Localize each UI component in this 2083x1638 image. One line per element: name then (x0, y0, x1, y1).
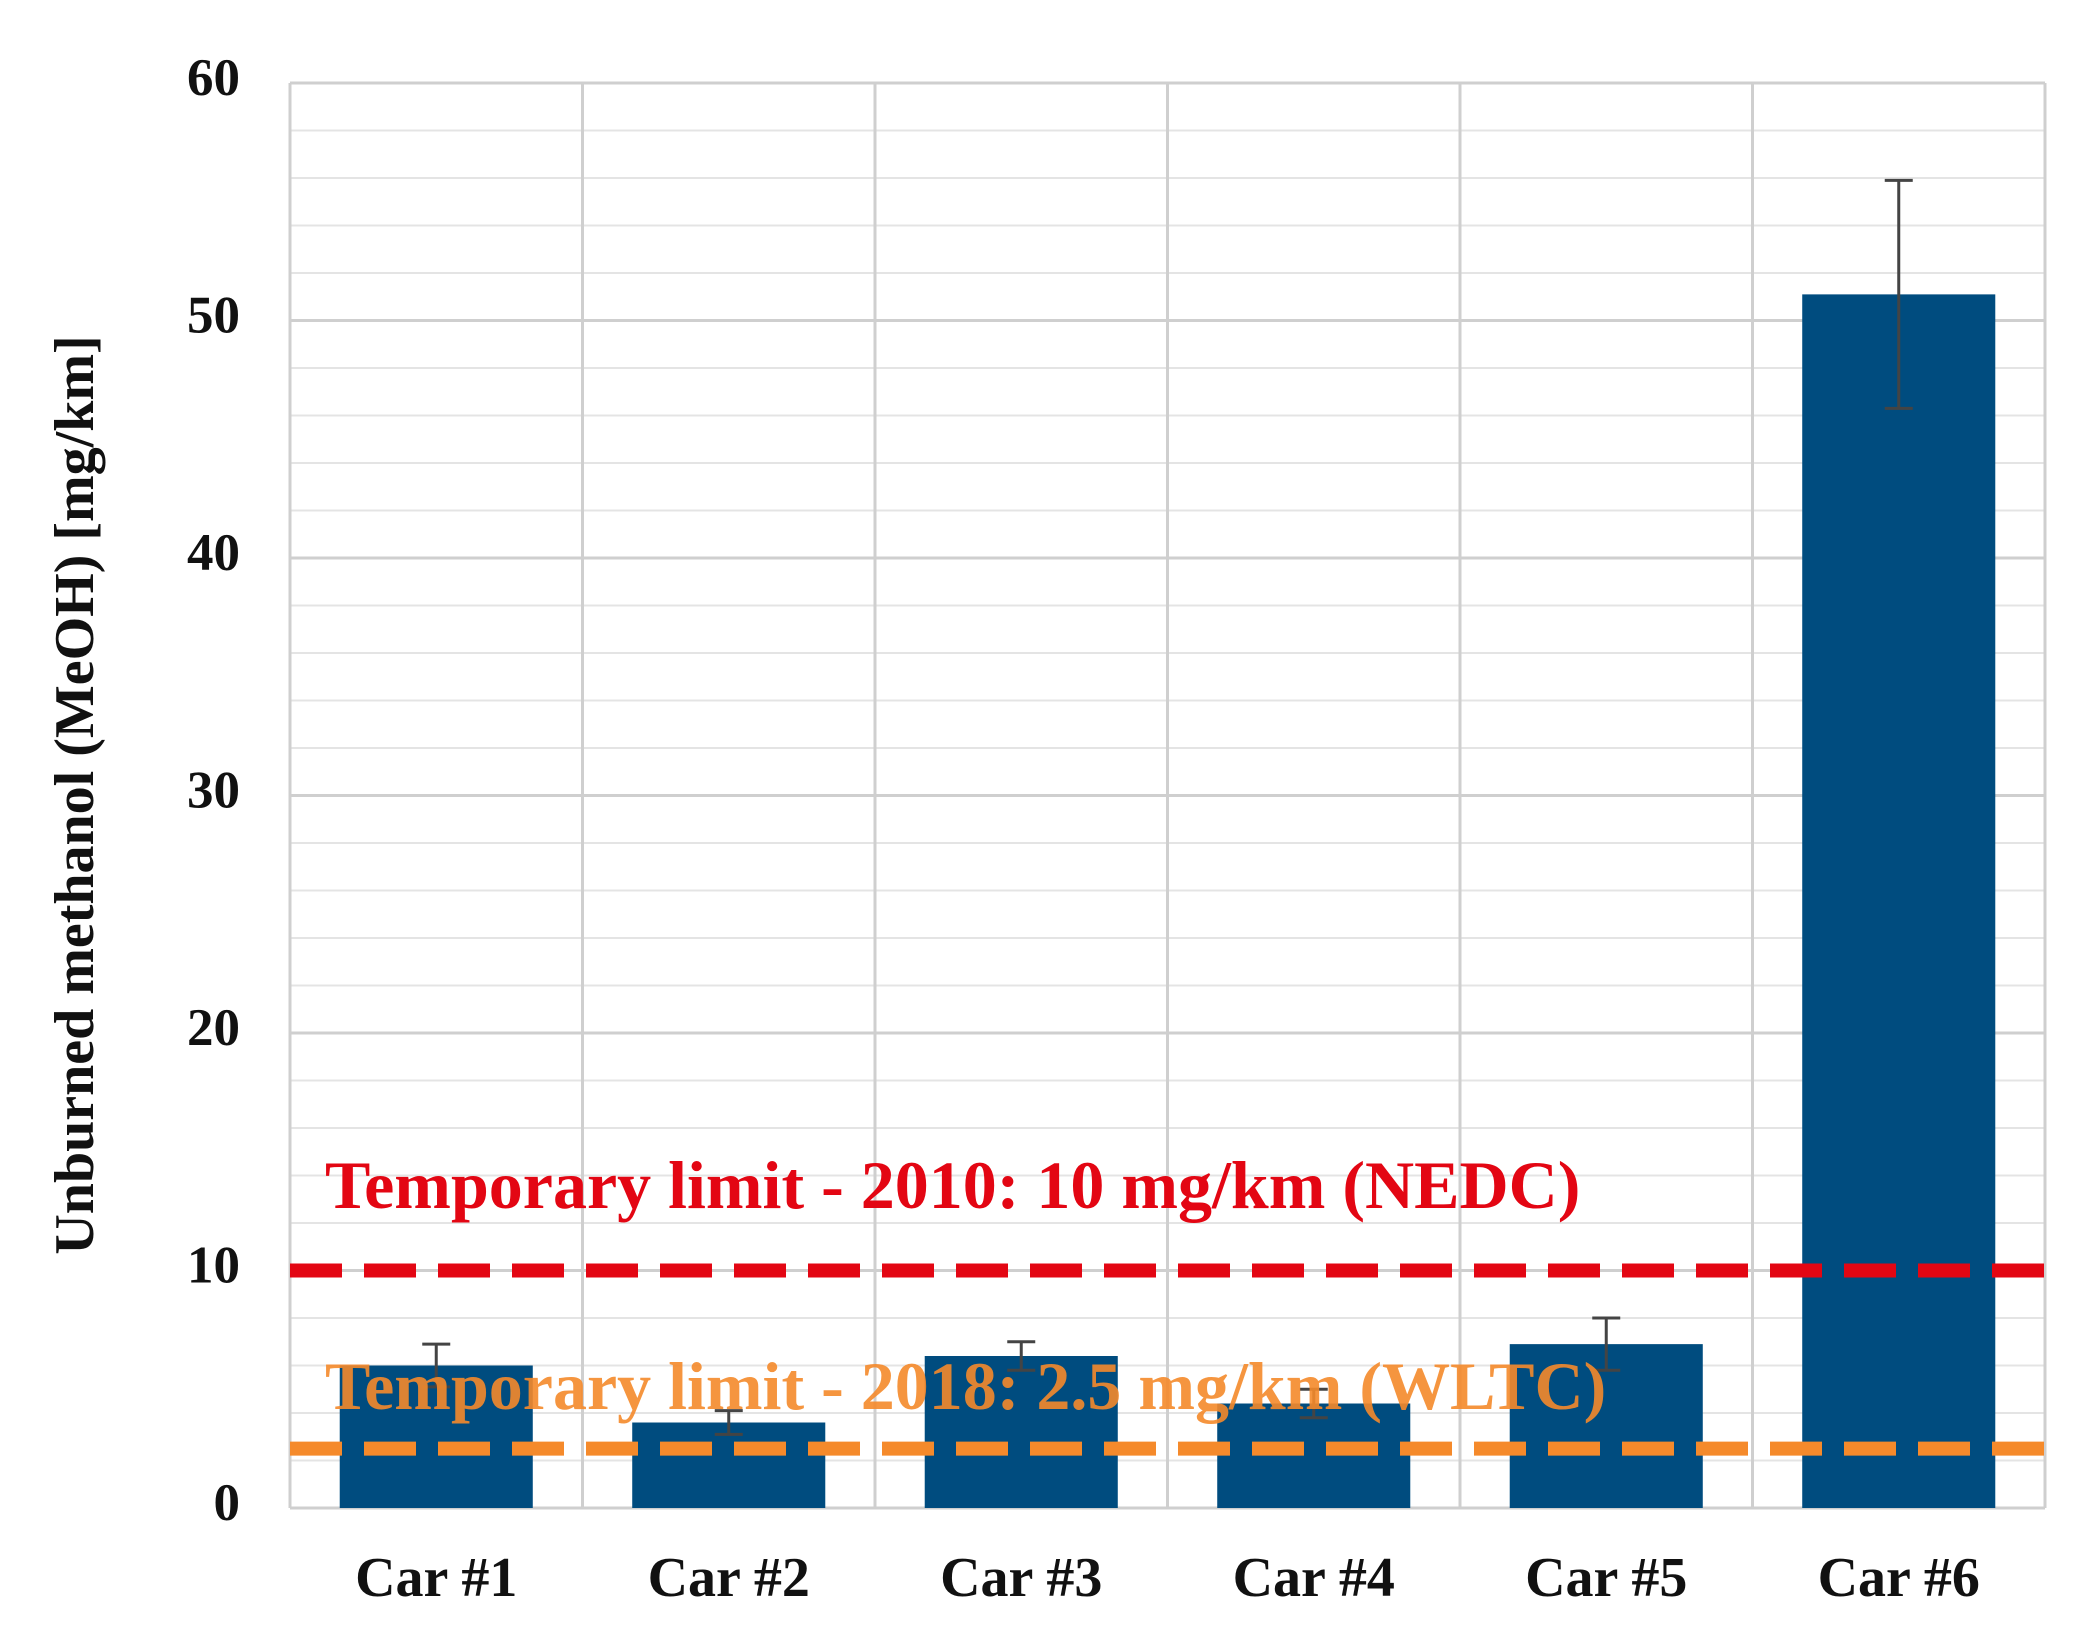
x-tick-label: Car #2 (648, 1547, 810, 1609)
x-tick-label: Car #6 (1818, 1547, 1980, 1609)
bar (632, 1422, 826, 1508)
y-tick-label: 40 (187, 524, 240, 582)
y-tick-label: 0 (214, 1474, 241, 1532)
y-tick-label: 60 (187, 49, 240, 107)
error-bar (1299, 1387, 1328, 1420)
x-tick-label: Car #1 (355, 1547, 517, 1609)
reference-label: Temporary limit - 2010: 10 mg/km (NEDC) (325, 1147, 1580, 1223)
bar (339, 1365, 533, 1508)
bar (924, 1356, 1118, 1508)
y-tick-label: 10 (187, 1237, 240, 1295)
error-bar (1884, 178, 1913, 410)
y-axis-label: Unburned methanol (MeOH) [mg/km] (44, 335, 106, 1254)
x-tick-label: Car #5 (1525, 1547, 1687, 1609)
error-bar (1592, 1316, 1621, 1372)
error-bar (714, 1409, 743, 1436)
y-tick-label: 30 (187, 762, 240, 820)
y-tick-label: 50 (187, 287, 240, 345)
error-bar (1007, 1340, 1036, 1372)
x-tick-label: Car #3 (940, 1547, 1102, 1609)
error-bar (422, 1342, 451, 1389)
bar (1802, 294, 1996, 1508)
x-tick-label: Car #4 (1233, 1547, 1395, 1609)
bar (1217, 1403, 1411, 1508)
y-tick-label: 20 (187, 999, 240, 1057)
reference-label: Temporary limit - 2018: 2.5 mg/km (WLTC) (325, 1348, 1606, 1424)
